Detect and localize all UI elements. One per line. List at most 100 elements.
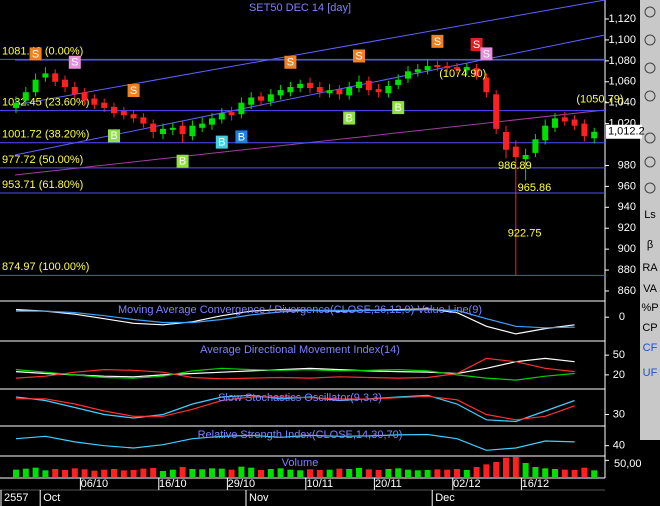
period-label: Nov xyxy=(249,492,269,504)
annotation: (1050.79) xyxy=(576,93,623,105)
volume-bar xyxy=(179,467,186,477)
candle-body xyxy=(140,117,147,124)
candle-body xyxy=(111,106,117,114)
volume-bar xyxy=(434,469,441,477)
y-tick-label: 1,060 xyxy=(608,76,636,88)
volume-bar xyxy=(365,469,372,477)
volume-bar xyxy=(356,468,362,477)
signal-marker xyxy=(176,154,189,168)
candle-body xyxy=(473,68,480,76)
signal-marker xyxy=(392,101,405,115)
signal-marker xyxy=(480,47,493,61)
candle-body xyxy=(267,94,274,102)
last-price-box xyxy=(606,124,642,139)
candle-body xyxy=(150,123,157,132)
volume-bar xyxy=(248,467,255,477)
x-tick-label: 02/12 xyxy=(453,478,481,490)
y-tick-label: 50,00 xyxy=(614,458,642,470)
candle-body xyxy=(463,67,470,71)
signal-label: S xyxy=(130,85,137,97)
signal-marker xyxy=(235,130,248,144)
volume-bar xyxy=(62,470,68,477)
candle-body xyxy=(13,102,19,108)
candle-body xyxy=(365,80,372,91)
toolbar-button[interactable]: RA xyxy=(642,262,658,274)
volume-bar xyxy=(424,470,431,477)
candle-body xyxy=(493,94,500,129)
icon[interactable] xyxy=(644,6,656,18)
volume-bar xyxy=(375,470,382,477)
candle-body xyxy=(209,118,215,125)
toolbar-button[interactable]: %P xyxy=(641,302,658,314)
volume-bar xyxy=(71,468,78,477)
candle-body xyxy=(277,90,284,96)
candle-body xyxy=(81,92,88,101)
x-tick-label: 10/11 xyxy=(306,478,333,490)
icon[interactable] xyxy=(644,182,656,194)
annotation: 986.89 xyxy=(498,160,532,172)
candle-body xyxy=(356,81,362,89)
icon[interactable] xyxy=(644,34,656,46)
toolbar-button[interactable]: CF xyxy=(643,342,658,354)
last-price-label: 1,012.2 xyxy=(608,126,645,138)
toolbar-button[interactable]: Ls xyxy=(644,209,656,221)
indicator-line xyxy=(15,367,575,381)
candle-body xyxy=(581,123,588,137)
candle-body xyxy=(444,66,451,69)
candle-body xyxy=(454,67,460,70)
y-tick-label: 960 xyxy=(618,180,636,192)
volume-bar xyxy=(385,469,392,477)
volume-bar xyxy=(238,466,245,477)
x-tick-label: 16/12 xyxy=(522,478,550,490)
candle-body xyxy=(552,118,558,128)
y-tick-label: 980 xyxy=(618,159,636,171)
candle-body xyxy=(179,125,186,135)
signal-marker xyxy=(353,49,365,63)
y-tick-label: 1,040 xyxy=(608,97,636,109)
period-label: Dec xyxy=(435,492,455,504)
annotation: 965.86 xyxy=(518,182,552,194)
volume-bar xyxy=(591,470,598,477)
signal-label: B xyxy=(395,102,402,114)
toolbar-button[interactable]: UF xyxy=(643,367,658,379)
indicator-line xyxy=(16,308,575,329)
signal-label: S xyxy=(32,48,39,60)
volume-bar xyxy=(140,468,147,477)
volume-bar xyxy=(218,468,225,477)
toolbar-button[interactable]: β xyxy=(647,239,653,251)
icon[interactable] xyxy=(644,156,656,168)
y-tick-label: 1,100 xyxy=(608,34,636,46)
candle-body xyxy=(91,98,98,105)
candle-body xyxy=(561,117,568,122)
annotation: (1074.90) xyxy=(439,68,486,80)
icon[interactable] xyxy=(644,62,656,74)
candle-body xyxy=(316,87,323,93)
indicator-line xyxy=(15,357,575,378)
signal-label: B xyxy=(238,131,245,143)
volume-bar xyxy=(581,467,588,477)
fib-label: 1001.72 (38.20%) xyxy=(2,129,89,141)
signal-label: S xyxy=(473,39,480,51)
x-tick-label: 20/11 xyxy=(375,478,402,490)
candle-body xyxy=(62,79,68,87)
volume-bar xyxy=(160,471,166,477)
candle-body xyxy=(405,71,411,79)
volume-bar xyxy=(512,457,519,477)
volume-bar xyxy=(542,468,549,477)
volume-bar xyxy=(571,470,578,477)
volume-bar xyxy=(228,469,235,477)
candle-body xyxy=(522,155,529,160)
volume-bar xyxy=(552,469,558,477)
toolbar-button[interactable]: CP xyxy=(642,322,657,334)
candle-body xyxy=(503,131,509,150)
signal-marker xyxy=(29,47,42,61)
icon[interactable] xyxy=(644,90,656,102)
volume-bar xyxy=(42,470,49,477)
volume-bar xyxy=(326,469,333,477)
icon[interactable] xyxy=(644,132,656,144)
candle-body xyxy=(532,139,539,153)
signal-label: B xyxy=(346,112,353,124)
volume-bar xyxy=(483,464,490,477)
toolbar-button[interactable]: VA xyxy=(643,283,658,295)
signal-label: B xyxy=(179,156,186,168)
